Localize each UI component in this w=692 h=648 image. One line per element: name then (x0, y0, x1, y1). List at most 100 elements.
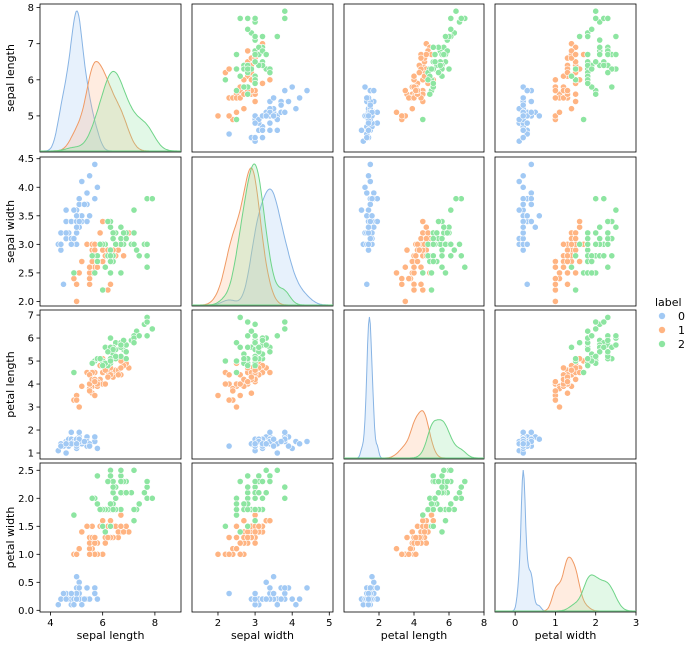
point-class-1 (107, 517, 114, 525)
point-class-1 (564, 269, 571, 277)
point-class-0 (251, 595, 259, 603)
point-class-2 (612, 341, 620, 349)
point-class-2 (262, 341, 270, 349)
y-axis-label: petal width (4, 507, 17, 569)
point-class-1 (410, 263, 418, 271)
point-class-1 (214, 392, 222, 399)
point-class-2 (424, 76, 432, 84)
point-class-2 (236, 72, 244, 80)
point-class-0 (251, 590, 259, 597)
point-class-2 (251, 14, 259, 22)
point-class-1 (412, 87, 420, 94)
point-class-2 (244, 483, 252, 491)
y-tick-label: 4.0 (18, 183, 34, 194)
point-class-0 (288, 83, 296, 91)
point-class-0 (259, 134, 266, 141)
point-class-2 (244, 65, 252, 73)
point-class-1 (86, 387, 93, 395)
point-class-0 (523, 280, 531, 288)
y-tick-label: 0.5 (18, 578, 34, 589)
legend-entry-1: 1 (658, 324, 685, 337)
point-class-2 (240, 500, 248, 508)
point-class-2 (107, 223, 114, 231)
legend-label: 1 (678, 324, 685, 337)
point-class-2 (584, 327, 592, 335)
point-class-2 (233, 511, 240, 519)
point-class-0 (81, 200, 88, 208)
point-class-1 (556, 403, 563, 411)
point-class-2 (442, 33, 449, 40)
point-class-0 (523, 119, 531, 127)
scatter-points (515, 313, 620, 457)
kde-curve-2 (495, 574, 636, 612)
point-class-2 (148, 325, 156, 333)
point-class-0 (366, 584, 374, 592)
point-class-2 (117, 466, 125, 474)
point-class-2 (436, 506, 444, 513)
point-class-2 (107, 357, 114, 365)
point-class-2 (457, 483, 465, 491)
point-class-0 (262, 595, 270, 603)
x-tick-label: 4 (47, 618, 53, 629)
point-class-2 (452, 494, 460, 502)
point-class-2 (120, 229, 127, 237)
panel-frame (191, 462, 334, 613)
x-tick-label: 2 (593, 618, 599, 629)
point-class-2 (233, 339, 240, 347)
point-class-0 (75, 578, 83, 586)
point-class-0 (266, 584, 274, 592)
y-tick-label: 2.0 (18, 297, 34, 308)
kde-curve-2 (192, 163, 333, 306)
point-class-1 (419, 218, 427, 225)
panel-frame (39, 462, 182, 613)
point-class-2 (428, 65, 435, 73)
point-class-2 (584, 51, 592, 58)
point-class-2 (592, 195, 600, 203)
point-class-0 (277, 101, 285, 109)
point-class-2 (440, 223, 448, 231)
point-class-1 (560, 364, 567, 372)
point-class-1 (78, 528, 86, 536)
x-tick-label: 8 (152, 618, 158, 629)
point-class-2 (259, 478, 266, 485)
point-class-0 (527, 189, 535, 197)
point-class-0 (62, 595, 70, 603)
point-class-1 (412, 550, 420, 558)
point-class-1 (401, 263, 409, 271)
point-class-2 (608, 252, 616, 260)
point-class-1 (568, 105, 575, 113)
point-class-0 (73, 573, 80, 581)
point-class-0 (73, 440, 80, 448)
point-class-1 (259, 80, 266, 87)
point-class-2 (576, 33, 583, 40)
y-tick-label: 3.5 (18, 211, 34, 222)
point-class-2 (568, 343, 575, 351)
point-class-2 (273, 466, 281, 474)
point-class-2 (107, 500, 114, 508)
point-class-1 (266, 517, 274, 525)
point-class-1 (225, 396, 233, 404)
y-tick-label: 6 (28, 75, 34, 86)
point-class-2 (109, 229, 117, 237)
panel-petal-length-vs-sepal-length: 1 2 3 4 5 6 7 petal length (4, 309, 182, 460)
point-class-2 (429, 258, 437, 265)
point-class-1 (419, 286, 427, 294)
point-class-1 (104, 373, 112, 381)
point-class-2 (592, 352, 600, 360)
point-class-1 (401, 87, 409, 94)
point-class-2 (101, 263, 109, 271)
x-tick-label: 1 (552, 618, 558, 629)
point-class-2 (612, 223, 620, 231)
point-class-2 (251, 362, 259, 369)
scatter-points (54, 160, 156, 305)
panel-sepal-length-vs-petal-length (343, 3, 485, 153)
point-class-2 (251, 494, 259, 502)
point-class-1 (410, 72, 418, 80)
scatter-points (358, 160, 469, 305)
point-class-0 (57, 246, 65, 254)
point-class-1 (412, 252, 420, 260)
point-class-0 (281, 428, 289, 436)
point-class-2 (584, 362, 592, 369)
point-class-2 (251, 355, 259, 363)
point-class-2 (584, 235, 592, 242)
